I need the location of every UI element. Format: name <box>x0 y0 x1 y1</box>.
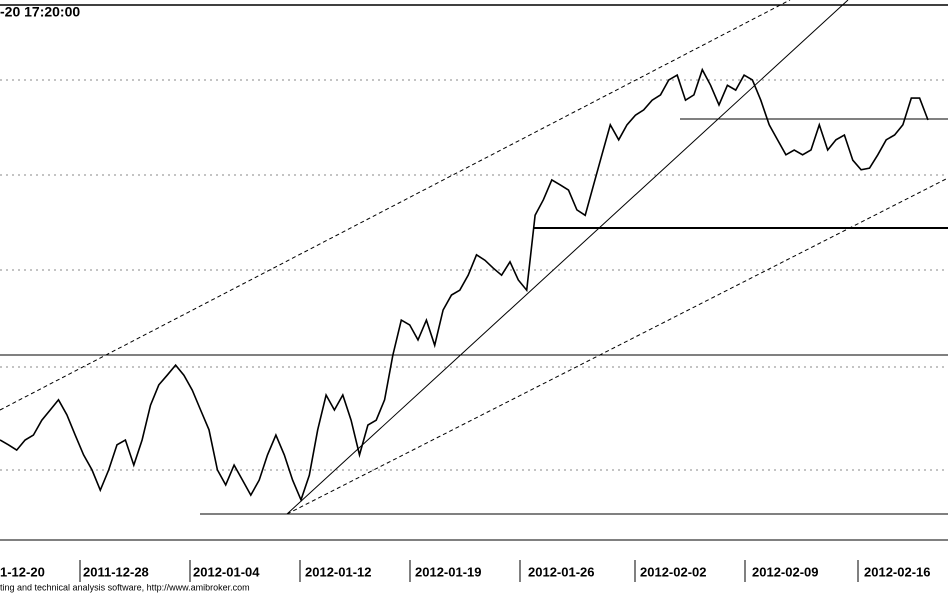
x-tick-label: 2012-02-16 <box>864 564 931 579</box>
x-tick-label: 1-12-20 <box>0 564 45 579</box>
price-line <box>0 67 929 503</box>
x-tick-label: 2011-12-28 <box>83 564 149 579</box>
channel-line <box>0 0 791 411</box>
x-tick-label: 2012-02-02 <box>640 564 707 579</box>
x-tick-label: 2012-01-26 <box>528 564 595 579</box>
x-tick-label: 2012-01-19 <box>415 564 482 579</box>
chart-title: -20 17:20:00 <box>0 4 80 20</box>
footer: ting and technical analysis software, ht… <box>0 582 250 592</box>
x-tick-label: 2012-01-12 <box>305 564 372 579</box>
trend-line <box>286 0 849 515</box>
x-axis-separators <box>79 560 859 582</box>
x-tick-label: 2012-02-09 <box>752 564 819 579</box>
x-tick-label: 2012-01-04 <box>193 564 260 579</box>
channel-line <box>286 177 948 515</box>
